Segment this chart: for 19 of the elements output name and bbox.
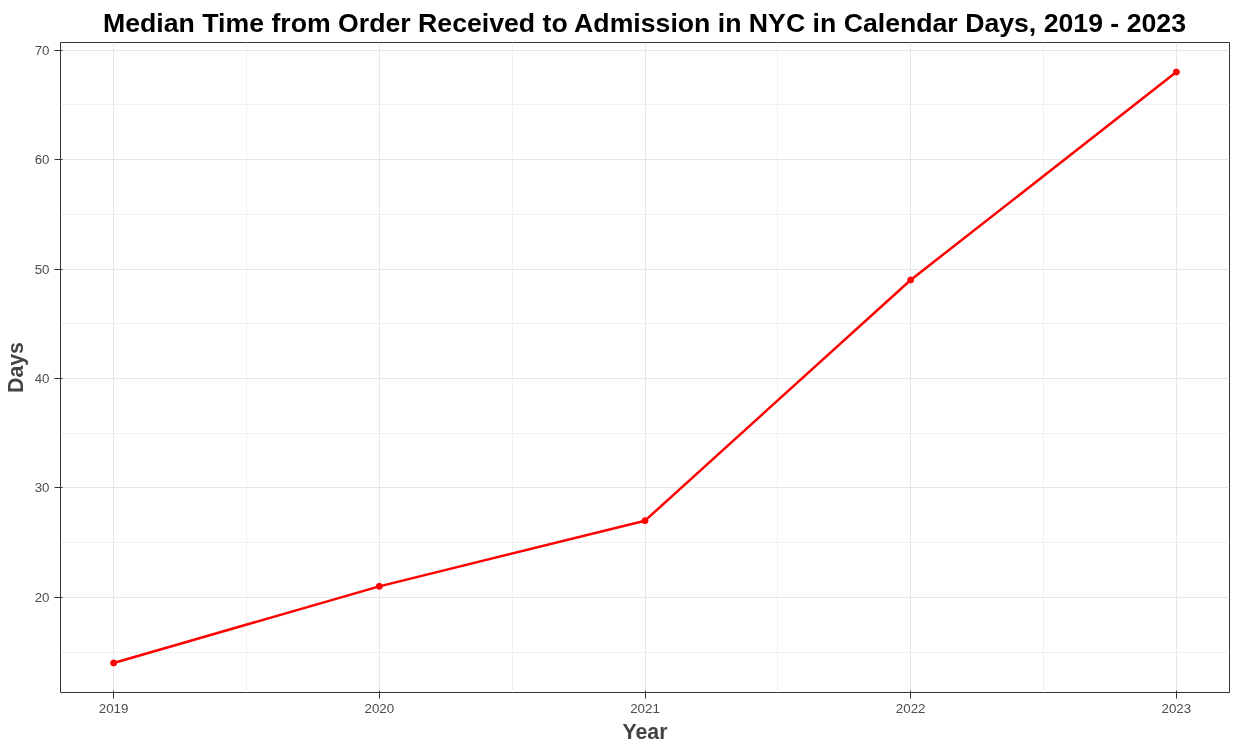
point (907, 276, 915, 284)
y-axis-title: Days (3, 341, 28, 393)
y-tick-label: 60 (34, 152, 50, 168)
x-tick-label: 2021 (630, 700, 660, 716)
chart-title: Median Time from Order Received to Admission in NYC in Calendar Days, 2019 - 2023 (103, 7, 1186, 38)
y-tick-label: 70 (34, 42, 50, 58)
point (641, 517, 649, 525)
point (375, 582, 383, 590)
y-tick-label: 50 (34, 261, 50, 277)
x-tick-label: 2023 (1161, 700, 1192, 716)
y-tick-label: 30 (34, 480, 50, 496)
x-axis-title: Year (622, 719, 668, 744)
x-tick-label: 2022 (895, 700, 926, 716)
y-tick-label: 40 (34, 370, 50, 386)
point (110, 659, 118, 667)
point (1172, 68, 1180, 76)
x-tick-label: 2020 (364, 700, 395, 716)
x-tick-label: 2019 (98, 700, 129, 716)
y-tick-label: 20 (34, 589, 50, 605)
